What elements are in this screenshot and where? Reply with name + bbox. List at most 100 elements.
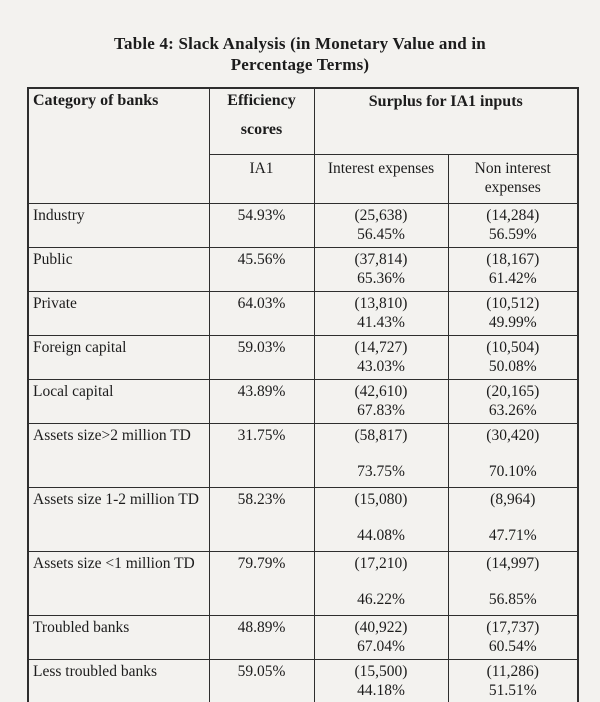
table-title: Table 4: Slack Analysis (in Monetary Val… — [0, 33, 600, 75]
non-interest-surplus-value: (17,737) — [486, 619, 540, 636]
row-efficiency-score: 48.89% — [208, 615, 315, 660]
table-row-less-troubled-banks: Less troubled banks 59.05% (15,500) 44.1… — [27, 659, 579, 702]
row-non-interest-expenses-cell: (20,165) 63.26% — [447, 379, 579, 424]
row-interest-expenses-cell: (40,922) 67.04% — [313, 615, 449, 660]
table-title-line1: Table 4: Slack Analysis (in Monetary Val… — [114, 34, 486, 53]
interest-surplus-value: (14,727) — [354, 339, 408, 356]
interest-surplus-value: (13,810) — [354, 295, 408, 312]
row-category: Private — [27, 291, 210, 336]
non-interest-surplus-value: (11,286) — [486, 663, 539, 680]
subheader-interest-expenses: Interest expenses — [313, 154, 449, 204]
header-efficiency-line1: Efficiency — [227, 92, 296, 109]
table-row-troubled-banks: Troubled banks 48.89% (40,922) 67.04% (1… — [27, 615, 579, 660]
row-category: Assets size>2 million TD — [27, 423, 210, 488]
table-row-public: Public 45.56% (37,814) 65.36% (18,167) 6… — [27, 247, 579, 292]
interest-surplus-percent: 67.83% — [357, 402, 405, 419]
row-efficiency-score: 31.75% — [208, 423, 315, 488]
interest-surplus-percent: 44.18% — [357, 682, 405, 699]
subheader-ia1: IA1 — [208, 154, 315, 204]
row-non-interest-expenses-cell: (17,737) 60.54% — [447, 615, 579, 660]
table-row-foreign-capital: Foreign capital 59.03% (14,727) 43.03% (… — [27, 335, 579, 380]
row-efficiency-score: 43.89% — [208, 379, 315, 424]
subheader-non-interest-expenses: Non interest expenses — [447, 154, 579, 204]
table-title-line2: Percentage Terms) — [230, 55, 370, 74]
row-interest-expenses-cell: (17,210) 46.22% — [313, 551, 449, 616]
header-efficiency-scores: Efficiency scores — [208, 87, 315, 155]
table-header-row-2: IA1 Interest expenses Non interest expen… — [28, 154, 579, 204]
row-category: Less troubled banks — [27, 659, 210, 702]
row-non-interest-expenses-cell: (10,512) 49.99% — [447, 291, 579, 336]
non-interest-surplus-value: (8,964) — [490, 491, 536, 508]
table-row-local-capital: Local capital 43.89% (42,610) 67.83% (20… — [27, 379, 579, 424]
row-category: Assets size <1 million TD — [27, 551, 210, 616]
row-category: Troubled banks — [27, 615, 210, 660]
row-interest-expenses-cell: (42,610) 67.83% — [313, 379, 449, 424]
slack-analysis-table: Category of banks Efficiency scores Surp… — [27, 87, 580, 702]
table-row-private: Private 64.03% (13,810) 41.43% (10,512) … — [27, 291, 579, 336]
interest-surplus-value: (58,817) — [354, 427, 408, 444]
non-interest-surplus-percent: 60.54% — [488, 638, 537, 655]
row-non-interest-expenses-cell: (14,997) 56.85% — [447, 551, 579, 616]
row-category: Industry — [27, 203, 210, 248]
row-efficiency-score: 58.23% — [208, 487, 315, 552]
row-efficiency-score: 59.05% — [208, 659, 315, 702]
interest-surplus-value: (15,500) — [354, 663, 408, 680]
interest-surplus-percent: 44.08% — [357, 527, 405, 544]
row-efficiency-score: 54.93% — [208, 203, 315, 248]
row-non-interest-expenses-cell: (11,286) 51.51% — [447, 659, 579, 702]
row-efficiency-score: 64.03% — [208, 291, 315, 336]
interest-surplus-percent: 43.03% — [357, 358, 405, 375]
non-interest-surplus-value: (10,512) — [486, 295, 540, 312]
row-efficiency-score: 59.03% — [208, 335, 315, 380]
row-category: Assets size 1-2 million TD — [27, 487, 210, 552]
non-interest-surplus-percent: 47.71% — [488, 527, 537, 544]
interest-surplus-value: (15,080) — [354, 491, 408, 508]
non-interest-surplus-percent: 70.10% — [488, 463, 537, 480]
interest-surplus-percent: 67.04% — [357, 638, 405, 655]
non-interest-surplus-percent: 56.59% — [488, 226, 537, 243]
row-interest-expenses-cell: (14,727) 43.03% — [313, 335, 449, 380]
row-efficiency-score: 45.56% — [208, 247, 315, 292]
interest-surplus-value: (42,610) — [354, 383, 408, 400]
interest-surplus-value: (40,922) — [354, 619, 408, 636]
non-interest-surplus-percent: 63.26% — [488, 402, 537, 419]
interest-surplus-percent: 41.43% — [357, 314, 405, 331]
interest-surplus-percent: 73.75% — [357, 463, 405, 480]
row-non-interest-expenses-cell: (10,504) 50.08% — [447, 335, 579, 380]
non-interest-surplus-percent: 49.99% — [488, 314, 537, 331]
row-interest-expenses-cell: (15,080) 44.08% — [313, 487, 449, 552]
row-interest-expenses-cell: (25,638) 56.45% — [313, 203, 449, 248]
non-interest-surplus-value: (10,504) — [486, 339, 540, 356]
table-row-assets-over-2m: Assets size>2 million TD 31.75% (58,817)… — [27, 423, 579, 488]
row-non-interest-expenses-cell: (30,420) 70.10% — [447, 423, 579, 488]
row-efficiency-score: 79.79% — [208, 551, 315, 616]
header-category-of-banks: Category of banks — [27, 87, 210, 204]
row-non-interest-expenses-cell: (8,964) 47.71% — [447, 487, 579, 552]
interest-surplus-value: (37,814) — [354, 251, 408, 268]
interest-surplus-percent: 65.36% — [357, 270, 405, 287]
row-category: Local capital — [27, 379, 210, 424]
non-interest-surplus-value: (20,165) — [486, 383, 540, 400]
non-interest-surplus-value: (30,420) — [486, 427, 540, 444]
table-row-assets-under-1m: Assets size <1 million TD 79.79% (17,210… — [27, 551, 579, 616]
non-interest-surplus-percent: 61.42% — [488, 270, 537, 287]
row-interest-expenses-cell: (13,810) 41.43% — [313, 291, 449, 336]
row-non-interest-expenses-cell: (18,167) 61.42% — [447, 247, 579, 292]
non-interest-surplus-percent: 51.51% — [488, 682, 537, 699]
table-row-assets-1-2m: Assets size 1-2 million TD 58.23% (15,08… — [27, 487, 579, 552]
table-row-industry: Industry 54.93% (25,638) 56.45% (14,284)… — [27, 203, 579, 248]
header-efficiency-line2: scores — [240, 121, 283, 138]
row-interest-expenses-cell: (37,814) 65.36% — [313, 247, 449, 292]
table-header-row-1: Category of banks Efficiency scores Surp… — [27, 87, 579, 204]
row-category: Foreign capital — [27, 335, 210, 380]
interest-surplus-value: (25,638) — [354, 207, 408, 224]
row-interest-expenses-cell: (15,500) 44.18% — [313, 659, 449, 702]
interest-surplus-value: (17,210) — [354, 555, 408, 572]
row-non-interest-expenses-cell: (14,284) 56.59% — [447, 203, 579, 248]
header-surplus-ia1-inputs: Surplus for IA1 inputs — [313, 87, 579, 155]
non-interest-surplus-value: (18,167) — [486, 251, 540, 268]
row-interest-expenses-cell: (58,817) 73.75% — [313, 423, 449, 488]
non-interest-surplus-percent: 50.08% — [488, 358, 537, 375]
row-category: Public — [27, 247, 210, 292]
